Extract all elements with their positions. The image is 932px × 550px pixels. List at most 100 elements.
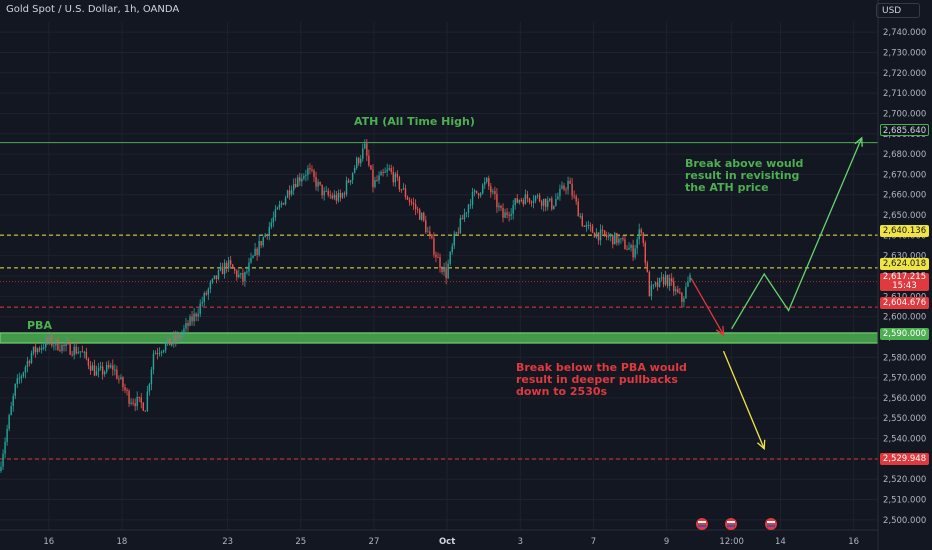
candle-body: [575, 196, 577, 202]
candle-body: [605, 234, 608, 238]
price-levels: [0, 142, 879, 460]
candle-body: [467, 204, 470, 213]
candle: [601, 225, 604, 234]
currency-selector[interactable]: USD: [876, 3, 920, 18]
candle-body: [10, 406, 12, 416]
candle: [573, 190, 575, 199]
candle-body: [75, 346, 77, 354]
candle-body: [191, 316, 193, 322]
candles: [0, 139, 691, 473]
candle: [654, 281, 657, 288]
candle-body: [648, 271, 651, 297]
level-2624-badge: 2,624.018: [880, 258, 929, 270]
candle: [616, 232, 618, 246]
candle-body: [553, 205, 555, 209]
candle: [36, 347, 39, 355]
candle-body: [73, 346, 75, 356]
candle-body: [447, 263, 449, 279]
candle: [508, 211, 510, 222]
candle: [65, 337, 67, 352]
candle: [148, 382, 151, 396]
candle: [524, 189, 527, 205]
candle-body: [632, 245, 634, 258]
candle-body: [0, 466, 2, 472]
candle: [384, 167, 386, 174]
candle: [264, 232, 266, 238]
candle: [83, 350, 86, 359]
candle-body: [240, 273, 242, 275]
candle-body: [333, 194, 336, 199]
candle-body: [110, 365, 112, 368]
level-2640-badge: 2,640.136: [880, 225, 929, 237]
event-flag-icon: [696, 518, 708, 530]
candle-body: [217, 270, 220, 280]
candle: [687, 276, 689, 287]
candle-body: [490, 186, 492, 193]
candle: [51, 332, 53, 348]
candle: [636, 236, 638, 255]
candle-body: [437, 257, 439, 259]
candle: [272, 211, 275, 228]
candle-body: [563, 185, 565, 190]
candle: [321, 184, 323, 199]
candle-body: [425, 220, 427, 233]
candle-body: [593, 232, 596, 238]
candle: [42, 341, 45, 351]
candle: [465, 212, 468, 218]
candle: [57, 336, 59, 351]
candle-body: [140, 397, 142, 403]
candle-body: [567, 180, 569, 190]
candle-body: [128, 390, 130, 404]
candle: [453, 230, 455, 250]
candle-body: [640, 229, 642, 233]
candle-body: [91, 365, 94, 371]
candle: [323, 187, 325, 201]
break-above-line-3: the ATH price: [685, 181, 769, 194]
candle: [575, 194, 577, 205]
price-tick-label: 2,740.000: [883, 28, 926, 38]
candle-body: [282, 203, 285, 205]
candle: [512, 199, 514, 220]
candle-body: [681, 292, 683, 302]
candle-body: [168, 338, 171, 346]
candle-body: [231, 264, 234, 269]
time-tick-label: 14: [775, 537, 786, 547]
pba-label: PBA: [27, 319, 52, 332]
event-flag-stripe: [767, 525, 775, 527]
price-tick-label: 2,730.000: [883, 48, 926, 58]
candle: [374, 176, 376, 189]
candle-body: [433, 238, 435, 255]
candle: [63, 343, 65, 352]
candle-body: [675, 289, 677, 292]
candle-body: [219, 266, 222, 271]
candle: [303, 173, 305, 181]
candle: [189, 314, 191, 327]
candle-body: [477, 193, 480, 196]
candle-body: [130, 402, 132, 404]
candle: [569, 177, 571, 184]
candle-body: [319, 181, 321, 185]
candle: [577, 198, 579, 217]
time-tick-label: 25: [295, 537, 306, 547]
event-flag-stripe: [698, 521, 706, 523]
candle-body: [270, 222, 273, 227]
candle-body: [652, 284, 655, 286]
candle-body: [518, 199, 520, 203]
candle-body: [656, 282, 659, 287]
candle-body: [614, 233, 616, 245]
candle-body: [650, 285, 653, 297]
candle: [299, 172, 301, 187]
candle: [518, 199, 520, 205]
candle-body: [146, 391, 149, 411]
candle-body: [65, 342, 67, 346]
candle: [77, 346, 79, 355]
price-tick-label: 2,510.000: [883, 496, 926, 506]
price-tick-label: 2,650.000: [883, 211, 926, 221]
candle: [388, 164, 390, 171]
candle: [496, 188, 498, 213]
candle: [372, 164, 374, 193]
candle: [234, 267, 236, 275]
time-axis[interactable]: 16 18 23 25 27 Oct 3 7 9 12:00 14 16: [0, 529, 878, 547]
candle: [32, 346, 35, 356]
